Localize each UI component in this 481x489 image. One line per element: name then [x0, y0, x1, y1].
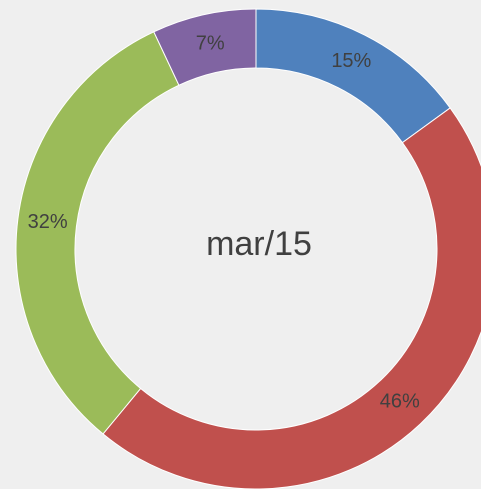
donut-slice — [102, 107, 481, 489]
donut-slice — [153, 8, 257, 86]
center-label: mar/15 — [206, 225, 312, 263]
data-label: 7% — [196, 32, 225, 54]
donut-slice — [255, 8, 451, 144]
data-label: 46% — [380, 390, 420, 412]
data-label: 15% — [331, 50, 371, 72]
donut-slice — [15, 31, 180, 435]
data-label: 32% — [28, 211, 68, 233]
